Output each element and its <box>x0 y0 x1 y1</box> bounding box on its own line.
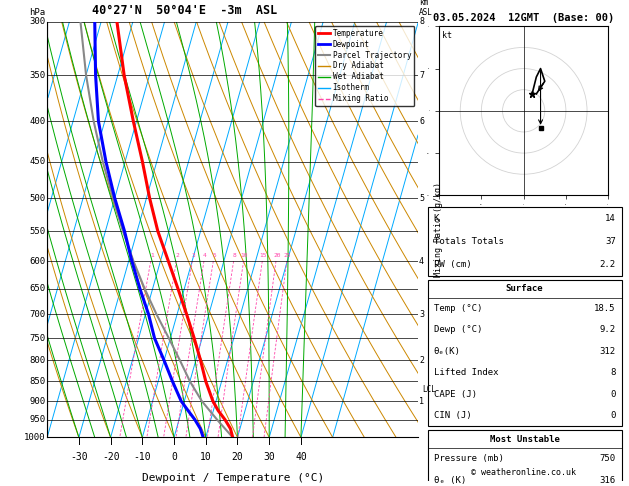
Text: PW (cm): PW (cm) <box>434 260 471 269</box>
Text: Most Unstable: Most Unstable <box>490 435 560 444</box>
Text: 15: 15 <box>259 253 267 258</box>
Text: 650: 650 <box>29 284 45 293</box>
Text: © weatheronline.co.uk: © weatheronline.co.uk <box>471 469 576 477</box>
Text: 450: 450 <box>29 157 45 166</box>
Text: K: K <box>434 214 439 223</box>
Text: Dewpoint / Temperature (°C): Dewpoint / Temperature (°C) <box>142 473 324 483</box>
Text: 40°27'N  50°04'E  -3m  ASL: 40°27'N 50°04'E -3m ASL <box>92 4 277 17</box>
Text: 14: 14 <box>605 214 616 223</box>
Text: θₑ(K): θₑ(K) <box>434 347 460 356</box>
Text: Surface: Surface <box>506 284 543 293</box>
Text: 4: 4 <box>419 257 424 265</box>
Text: -30: -30 <box>70 452 87 462</box>
Text: -10: -10 <box>133 452 151 462</box>
Text: kt: kt <box>442 32 452 40</box>
Text: 750: 750 <box>599 454 616 464</box>
Text: Lifted Index: Lifted Index <box>434 368 498 377</box>
Text: 1: 1 <box>150 253 153 258</box>
Text: 0: 0 <box>610 411 616 420</box>
Legend: Temperature, Dewpoint, Parcel Trajectory, Dry Adiabat, Wet Adiabat, Isotherm, Mi: Temperature, Dewpoint, Parcel Trajectory… <box>315 26 415 106</box>
Text: 9.2: 9.2 <box>599 326 616 334</box>
Text: CAPE (J): CAPE (J) <box>434 390 477 399</box>
Text: 2: 2 <box>175 253 179 258</box>
Text: 2.2: 2.2 <box>599 260 616 269</box>
Text: θₑ (K): θₑ (K) <box>434 476 466 485</box>
Text: 37: 37 <box>605 237 616 246</box>
Text: 8: 8 <box>233 253 237 258</box>
Text: 2: 2 <box>419 356 424 365</box>
Bar <box>428 430 621 486</box>
Text: 5: 5 <box>213 253 216 258</box>
Text: 3: 3 <box>419 310 424 319</box>
Text: 10: 10 <box>241 253 248 258</box>
Text: 20: 20 <box>273 253 281 258</box>
Text: 900: 900 <box>29 397 45 405</box>
Text: 316: 316 <box>599 476 616 485</box>
Text: 4: 4 <box>203 253 207 258</box>
Text: 1000: 1000 <box>24 433 45 442</box>
Text: 40: 40 <box>295 452 307 462</box>
Text: 5: 5 <box>419 194 424 203</box>
Text: 550: 550 <box>29 226 45 236</box>
Text: 850: 850 <box>29 377 45 386</box>
Text: 750: 750 <box>29 333 45 343</box>
Text: 950: 950 <box>29 415 45 424</box>
Text: 7: 7 <box>419 70 424 80</box>
Text: 312: 312 <box>599 347 616 356</box>
Text: 600: 600 <box>29 257 45 265</box>
Text: Mixing Ratio (g/kg): Mixing Ratio (g/kg) <box>434 182 443 277</box>
Text: 18.5: 18.5 <box>594 304 616 313</box>
Text: 10: 10 <box>200 452 211 462</box>
Text: 500: 500 <box>29 194 45 203</box>
Text: 20: 20 <box>231 452 243 462</box>
Text: 03.05.2024  12GMT  (Base: 00): 03.05.2024 12GMT (Base: 00) <box>433 14 615 23</box>
Text: 30: 30 <box>264 452 275 462</box>
Text: Temp (°C): Temp (°C) <box>434 304 482 313</box>
Text: 0: 0 <box>610 390 616 399</box>
Text: Totals Totals: Totals Totals <box>434 237 504 246</box>
Text: 700: 700 <box>29 310 45 319</box>
Bar <box>428 208 621 276</box>
Text: 800: 800 <box>29 356 45 365</box>
Text: LCL: LCL <box>423 385 437 394</box>
Text: Dewp (°C): Dewp (°C) <box>434 326 482 334</box>
Text: 0: 0 <box>171 452 177 462</box>
Text: CIN (J): CIN (J) <box>434 411 471 420</box>
Bar <box>428 279 621 426</box>
Text: -20: -20 <box>102 452 120 462</box>
Text: 8: 8 <box>610 368 616 377</box>
Text: 1: 1 <box>419 397 424 405</box>
Text: 350: 350 <box>29 70 45 80</box>
Text: 25: 25 <box>284 253 291 258</box>
Text: 8: 8 <box>419 17 424 26</box>
Text: km
ASL: km ASL <box>419 0 433 17</box>
Text: Pressure (mb): Pressure (mb) <box>434 454 504 464</box>
Text: 3: 3 <box>191 253 195 258</box>
Text: 300: 300 <box>29 17 45 26</box>
Text: 6: 6 <box>419 117 424 126</box>
Text: hPa: hPa <box>29 8 45 17</box>
Text: 400: 400 <box>29 117 45 126</box>
